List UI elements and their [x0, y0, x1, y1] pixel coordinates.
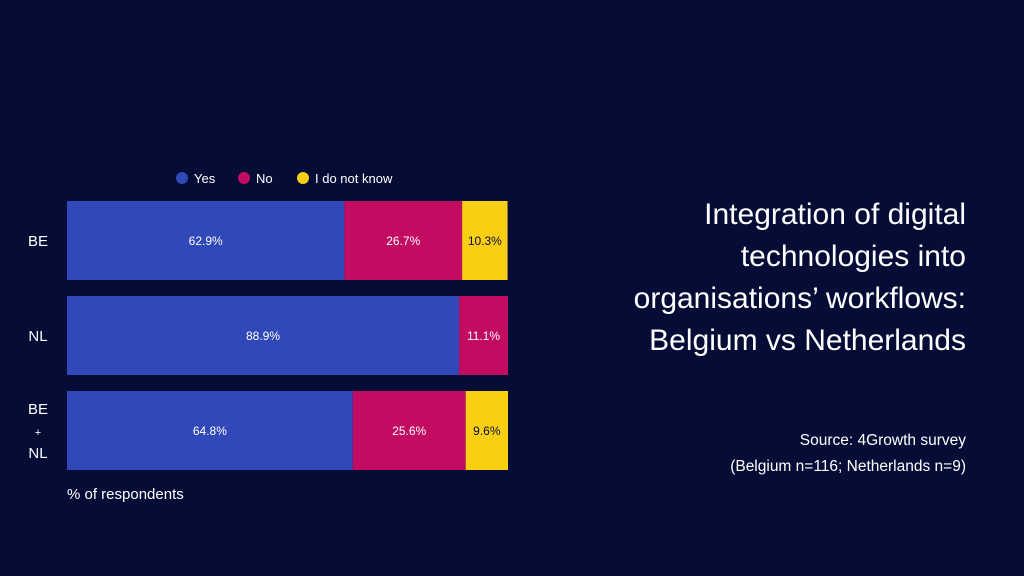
source-line-1: Source: 4Growth survey: [799, 432, 966, 449]
legend-swatch-0: [176, 172, 188, 184]
stacked-bar-chart: Yes No I do not know 62.9% 26.7% 10.3% BE 88.9%…: [28, 171, 508, 503]
data-label-2-0: 64.8%: [193, 424, 227, 438]
bar-1-0: [67, 296, 460, 375]
legend-label-0: Yes: [194, 171, 216, 186]
title-line-1: Integration of digital: [704, 198, 966, 231]
title-line-2: technologies into: [740, 240, 966, 273]
data-label-2-1: 25.6%: [392, 424, 426, 438]
chart-title: Integration of digital technologies into…: [536, 194, 966, 362]
data-label-0-1: 26.7%: [386, 234, 420, 248]
legend-label-1: No: [256, 171, 273, 186]
title-line-3: organisations’ workflows:: [633, 282, 966, 315]
legend-label-2: I do not know: [315, 171, 393, 186]
bar-0-1: [344, 201, 463, 280]
bar-2-0: [67, 391, 353, 470]
title-line-4: Belgium vs Netherlands: [649, 324, 966, 357]
category-label-1-0: NL: [28, 328, 47, 345]
legend-swatch-2: [297, 172, 309, 184]
data-label-0-0: 62.9%: [189, 234, 223, 248]
category-label-2-2: NL: [28, 445, 47, 462]
source-note: Source: 4Growth survey (Belgium n=116; N…: [566, 428, 966, 480]
data-label-0-2: 10.3%: [468, 234, 502, 248]
bar-0-2: [462, 201, 508, 280]
category-label-2-0: BE: [28, 401, 48, 418]
data-label-1-0: 88.9%: [246, 329, 280, 343]
legend-swatch-1: [238, 172, 250, 184]
bar-0-0: [67, 201, 345, 280]
data-label-2-2: 9.6%: [473, 424, 501, 438]
data-label-1-1: 11.1%: [467, 329, 500, 343]
bar-2-2: [465, 391, 508, 470]
source-line-2: (Belgium n=116; Netherlands n=9): [730, 458, 966, 475]
bar-1-1: [459, 296, 508, 375]
category-label-2-1: +: [35, 427, 41, 439]
category-label-0-0: BE: [28, 233, 48, 250]
x-axis-label: % of respondents: [67, 486, 184, 503]
bar-2-1: [352, 391, 466, 470]
